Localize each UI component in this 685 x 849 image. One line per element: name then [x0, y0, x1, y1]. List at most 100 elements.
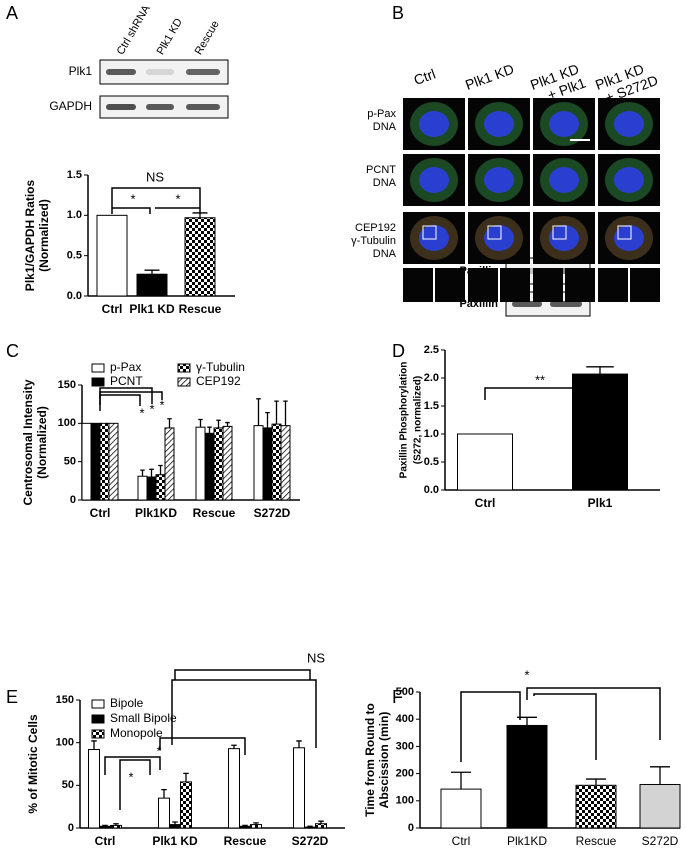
x-tick-label: Rescue — [224, 834, 267, 848]
nucleus — [549, 111, 579, 137]
legend-label: Small Bipole — [110, 711, 177, 725]
y-tick-label: 150 — [56, 694, 74, 706]
annotation: * — [175, 191, 180, 206]
x-tick-label: S272D — [642, 834, 679, 848]
bar — [180, 781, 192, 829]
error-bar — [113, 823, 119, 826]
bracket — [484, 387, 601, 400]
error-bar — [307, 825, 313, 828]
bracket — [112, 207, 151, 214]
bar — [315, 823, 327, 829]
bar — [169, 824, 181, 829]
nucleus — [614, 167, 644, 193]
inset — [403, 268, 433, 302]
x-tick-label: Ctrl — [452, 834, 471, 848]
channel-label: DNA — [373, 177, 397, 189]
panel-letter: F — [392, 687, 403, 707]
lane-label: Rescue — [193, 19, 222, 57]
bar — [253, 425, 264, 501]
channel-label: p-Pax — [367, 108, 396, 120]
bracket — [119, 759, 151, 810]
y-tick-label: 100 — [56, 737, 74, 749]
bar — [457, 433, 513, 491]
bar — [262, 427, 273, 501]
y-tick-label: 100 — [58, 417, 76, 429]
y-tick-label: 1.0 — [67, 209, 82, 221]
nucleus — [484, 225, 514, 251]
y-tick-label: 300 — [396, 740, 414, 752]
y-tick-label: 2.0 — [424, 372, 439, 384]
y-tick-label: 400 — [396, 713, 414, 725]
bar — [271, 423, 282, 501]
panel-letter: A — [6, 3, 18, 23]
nucleus — [549, 167, 579, 193]
annotation: * — [524, 667, 529, 682]
error-bar — [198, 418, 203, 428]
error-bar — [256, 398, 261, 426]
error-bar — [296, 740, 302, 748]
inset — [630, 268, 660, 302]
annotation: * — [128, 769, 133, 784]
bar — [99, 422, 110, 501]
inset-box — [617, 225, 632, 240]
channel-label: PCNT — [366, 164, 396, 176]
annotation: NS — [146, 169, 164, 184]
legend-label: PCNT — [110, 374, 143, 388]
channel-label: DNA — [373, 248, 397, 260]
bracket — [104, 756, 161, 775]
error-bar — [650, 766, 670, 785]
error-bar — [216, 419, 221, 428]
blot-row-label: Plk1 — [69, 64, 93, 78]
nucleus — [484, 111, 514, 137]
error-bar — [231, 744, 237, 749]
annotation: ** — [535, 372, 545, 387]
x-tick-label: Plk1KD — [135, 506, 177, 520]
x-tick-label: Plk1 — [588, 496, 613, 510]
x-tick-label: S272D — [292, 834, 329, 848]
y-tick-label: 100 — [396, 795, 414, 807]
inset-box — [487, 225, 502, 240]
y-axis-label: Abscission (min) — [377, 712, 391, 809]
nucleus — [419, 111, 449, 137]
y-tick-label: 0 — [408, 822, 414, 834]
y-tick-label: 50 — [62, 779, 74, 791]
x-tick-label: Rescue — [179, 302, 222, 316]
error-bar — [225, 421, 230, 427]
error-bar — [149, 468, 154, 477]
y-tick-label: 0.0 — [67, 290, 82, 302]
nucleus — [614, 111, 644, 137]
bar — [293, 747, 305, 829]
y-tick-label: 200 — [396, 768, 414, 780]
y-axis-label: Paxillin Phosphorylation — [399, 362, 410, 479]
x-tick-label: Ctrl — [102, 302, 123, 316]
legend-swatch — [91, 699, 105, 709]
blot-band — [186, 104, 220, 110]
legend-label: p-Pax — [110, 360, 141, 374]
error-bar — [183, 772, 189, 782]
y-tick-label: 500 — [396, 686, 414, 698]
error-bar — [586, 366, 614, 375]
blot-row-label: GAPDH — [49, 99, 92, 113]
bar — [155, 474, 166, 501]
channel-label: CEP192 — [355, 222, 396, 234]
bar — [96, 214, 128, 297]
legend-swatch — [91, 363, 105, 373]
x-tick-label: Ctrl — [95, 834, 116, 848]
bar — [239, 825, 251, 829]
error-bar — [586, 778, 606, 786]
nucleus — [484, 167, 514, 193]
legend-swatch — [177, 363, 191, 373]
bar — [158, 797, 170, 829]
y-tick-label: 0.5 — [67, 250, 82, 262]
error-bar — [91, 740, 97, 750]
error-bar — [172, 821, 178, 825]
error-bar — [451, 771, 471, 790]
bracket — [174, 669, 311, 680]
blot-band — [106, 104, 136, 110]
error-bar — [102, 824, 108, 827]
bar — [164, 427, 175, 501]
y-tick-label: 50 — [64, 456, 76, 468]
legend-label: CEP192 — [196, 374, 241, 388]
blot-band — [512, 301, 542, 307]
y-tick-label: 2.5 — [424, 344, 439, 356]
